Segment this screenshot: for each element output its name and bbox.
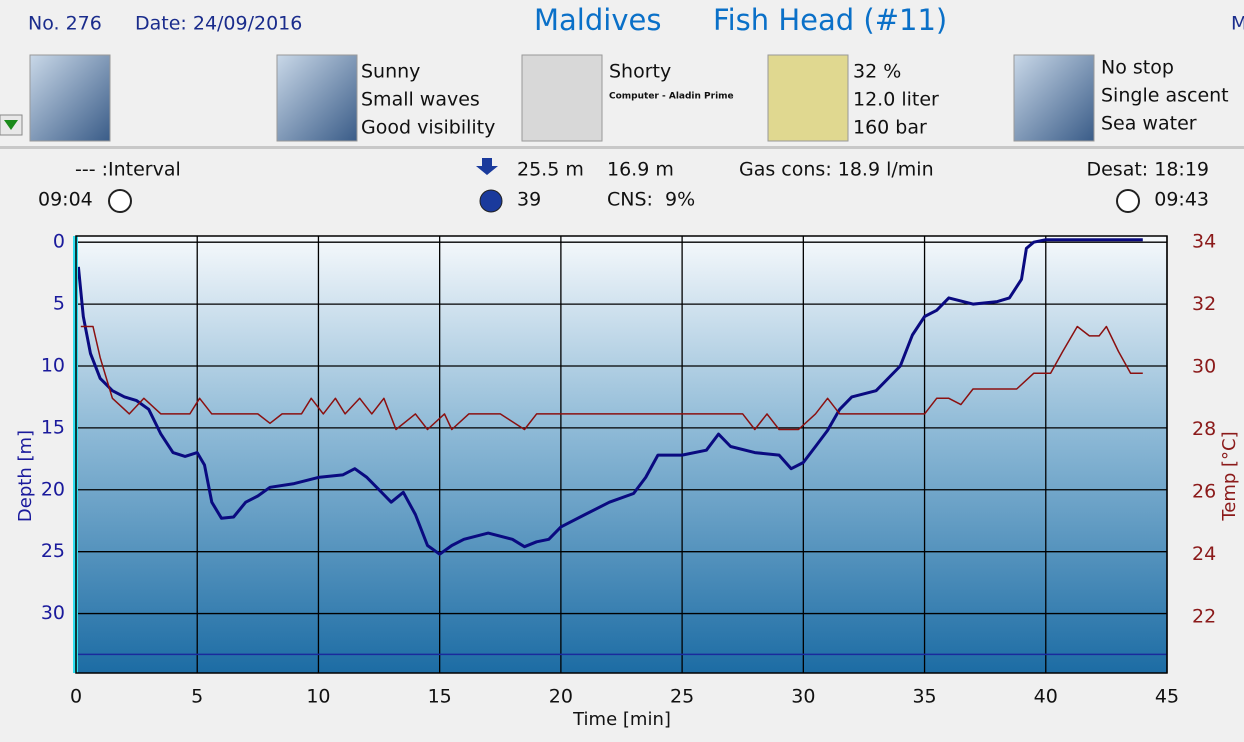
dive-type-3: Sea water (1101, 113, 1197, 135)
duration: 39 (517, 189, 541, 211)
y-axis-label: Depth [m] (15, 430, 36, 522)
y-tick-label: 0 (53, 231, 65, 253)
max-depth: 25.5 m (517, 159, 584, 181)
y2-tick-label: 28 (1192, 418, 1216, 440)
weather-2: Small waves (361, 89, 480, 111)
avg-depth: 16.9 m (607, 159, 674, 181)
y-tick-label: 30 (41, 602, 65, 624)
start-time: 09:04 (38, 189, 93, 211)
x-tick-label: 45 (1155, 686, 1179, 708)
dive-type-icon (1013, 54, 1095, 142)
suit: Shorty (609, 61, 671, 83)
gas-consumption: Gas cons: 18.9 l/min (739, 159, 934, 181)
y-tick-label: 15 (41, 416, 65, 438)
header-extra: M (1231, 13, 1244, 35)
y2-tick-label: 30 (1192, 356, 1216, 378)
x-tick-label: 30 (791, 686, 815, 708)
weather-3: Good visibility (361, 117, 495, 139)
cns: CNS: 9% (607, 189, 695, 211)
x-tick-label: 35 (912, 686, 936, 708)
x-axis-label: Time [min] (572, 709, 671, 730)
dropdown-arrow (4, 120, 18, 130)
weather-1: Sunny (361, 61, 420, 83)
interval: --- :Interval (75, 159, 181, 181)
y-tick-label: 10 (41, 354, 65, 376)
x-tick-label: 20 (549, 686, 573, 708)
x-tick-label: 5 (191, 686, 203, 708)
end-time: 09:43 (1154, 189, 1209, 211)
y2-tick-label: 34 (1192, 231, 1216, 253)
weather-icon (276, 54, 358, 142)
site: Fish Head (#11) (713, 3, 947, 37)
series-line (80, 325, 1143, 431)
tank-icon (767, 54, 849, 142)
y-tick-label: 25 (41, 540, 65, 562)
desat: Desat: 18:19 (1086, 159, 1209, 181)
plot-area (76, 236, 1167, 673)
dive-type-2: Single ascent (1101, 85, 1229, 107)
x-tick-label: 40 (1034, 686, 1058, 708)
y2-tick-label: 24 (1192, 543, 1216, 565)
separator (0, 146, 1244, 149)
computer: Computer - Aladin Prime (609, 92, 734, 102)
x-tick-label: 15 (428, 686, 452, 708)
y-tick-label: 20 (41, 478, 65, 500)
dive-number: No. 276 (28, 13, 102, 35)
tank-pressure: 160 bar (853, 117, 927, 139)
tank-volume: 12.0 liter (853, 89, 939, 111)
series-line (76, 238, 1143, 556)
y2-axis-label: Temp [°C] (1219, 431, 1240, 521)
location: Maldives (534, 3, 661, 37)
buddy-icon (29, 54, 111, 142)
y2-tick-label: 22 (1192, 605, 1216, 627)
clock-icon (1116, 189, 1140, 213)
gas-mix: 32 % (853, 61, 901, 83)
y-tick-label: 5 (53, 293, 65, 315)
clock-icon (108, 189, 132, 213)
y2-tick-label: 26 (1192, 480, 1216, 502)
max-depth-icon (476, 158, 498, 175)
dive-date: Date: 24/09/2016 (135, 13, 302, 35)
x-tick-label: 25 (670, 686, 694, 708)
x-tick-label: 10 (306, 686, 330, 708)
duration-icon (479, 189, 503, 213)
y2-tick-label: 32 (1192, 293, 1216, 315)
dive-type-1: No stop (1101, 57, 1174, 79)
equipment-icon (521, 54, 603, 142)
plot-border (75, 235, 1168, 674)
x-tick-label: 0 (70, 686, 82, 708)
